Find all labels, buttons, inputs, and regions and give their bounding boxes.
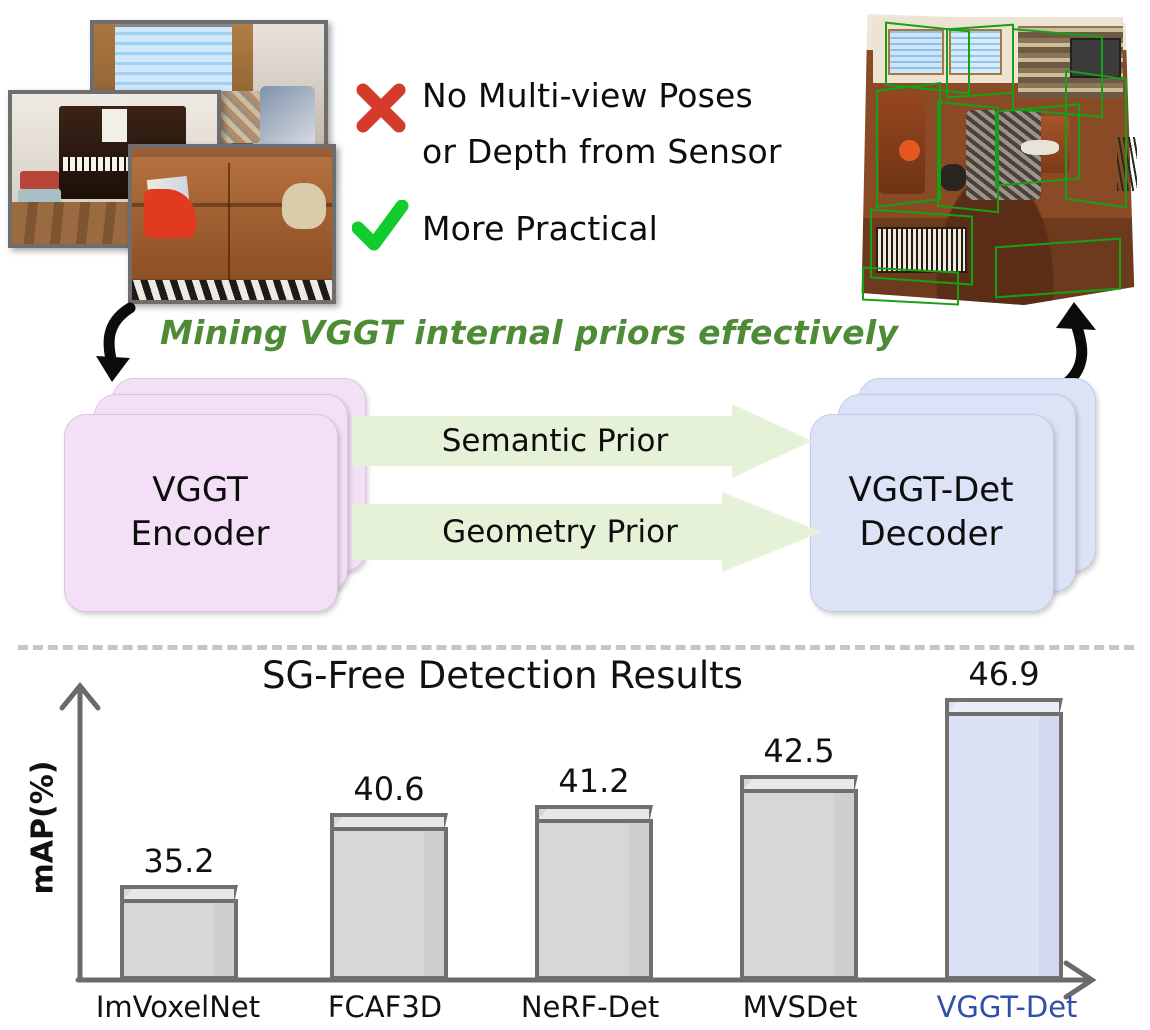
value-label-mvsdet: 42.5 — [763, 732, 835, 770]
detection-box — [1064, 69, 1127, 209]
value-label-vggt-det: 46.9 — [968, 655, 1040, 693]
leather-couch-photo — [128, 144, 336, 304]
bar-top-face — [330, 813, 448, 831]
encoder-card-front — [64, 414, 338, 612]
bar-mvsdet — [740, 775, 858, 980]
bar-side-face — [834, 789, 858, 980]
encoder-label: VGGT Encoder — [64, 414, 336, 610]
encoder-label-line2: Encoder — [130, 514, 270, 554]
semantic-prior-label: Semantic Prior — [441, 423, 669, 459]
pipeline-caption: Mining VGGT internal priors effectively — [160, 313, 899, 352]
green-check-icon — [351, 199, 410, 252]
geometry-prior-label: Geometry Prior — [442, 514, 678, 550]
bar-chart: SG-Free Detection Results mAP(%) — [0, 650, 1150, 1030]
geometry-prior-arrow: Geometry Prior — [352, 492, 822, 572]
bar-front-face — [945, 698, 1043, 980]
bar-vggt-det — [945, 698, 1063, 980]
semantic-prior-arrow: Semantic Prior — [352, 404, 812, 478]
claim-line-3: More Practical — [422, 209, 658, 248]
bar-imvoxelnet — [120, 885, 238, 980]
category-label-nerf-det: NeRF-Det — [520, 990, 660, 1024]
bar-front-face — [740, 775, 838, 980]
bar-side-face — [424, 827, 448, 980]
claim-line-1: No Multi-view Poses — [422, 76, 753, 115]
claim-line-2: or Depth from Sensor — [422, 132, 782, 171]
reconstructed-room-3d — [850, 8, 1140, 308]
vggt-det-decoder-block: VGGT-Det Decoder — [800, 378, 1100, 612]
bar-top-face — [535, 805, 653, 823]
detection-box — [861, 266, 959, 306]
category-label-mvsdet: MVSDet — [742, 990, 858, 1024]
encoder-label-line1: VGGT — [152, 470, 248, 510]
decoder-label: VGGT-Det Decoder — [810, 414, 1052, 610]
bar-front-face — [330, 813, 428, 980]
decoder-label-line2: Decoder — [859, 514, 1003, 554]
detection-box — [876, 82, 941, 208]
bar-side-face — [214, 899, 238, 980]
value-label-nerf-det: 41.2 — [558, 762, 630, 800]
bar-top-face — [120, 885, 238, 903]
detection-box — [995, 237, 1121, 299]
section-divider — [18, 645, 1134, 650]
category-label-fcaf3d: FCAF3D — [327, 990, 443, 1024]
bar-nerf-det — [535, 805, 653, 980]
category-label-vggt-det: VGGT-Det — [936, 990, 1078, 1024]
left-curved-arrow-icon — [88, 302, 158, 387]
bar-top-face — [945, 698, 1063, 716]
chart-title: SG-Free Detection Results — [262, 654, 743, 697]
value-label-fcaf3d: 40.6 — [353, 770, 425, 808]
right-curved-arrow-icon — [1040, 298, 1110, 388]
value-label-imvoxelnet: 35.2 — [143, 842, 215, 880]
bar-side-face — [1039, 712, 1063, 980]
red-cross-icon — [355, 82, 407, 134]
bar-top-face — [740, 775, 858, 793]
category-label-imvoxelnet: ImVoxelNet — [95, 990, 261, 1024]
bar-fcaf3d — [330, 813, 448, 980]
chart-axes — [59, 682, 1097, 1000]
bar-front-face — [535, 805, 633, 980]
detection-box — [945, 23, 1014, 99]
decoder-card-front — [810, 414, 1054, 612]
bar-side-face — [629, 819, 653, 980]
vggt-encoder-block: VGGT Encoder — [64, 378, 376, 612]
detection-box — [937, 100, 999, 214]
decoder-label-line1: VGGT-Det — [848, 470, 1014, 510]
